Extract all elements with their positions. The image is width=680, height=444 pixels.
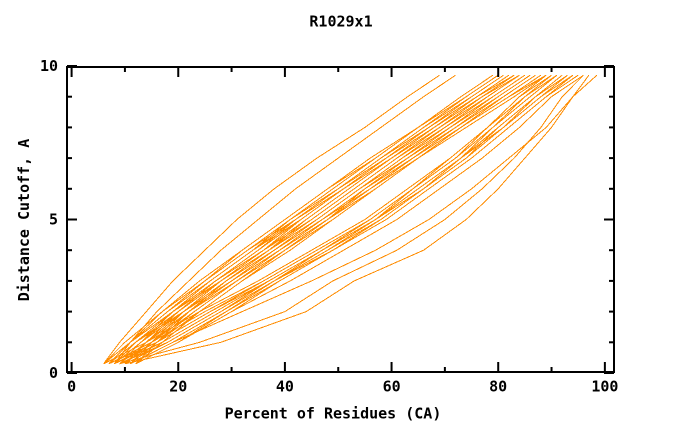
x-axis-label: Percent of Residues (CA) xyxy=(225,405,442,423)
model-curve xyxy=(124,74,590,365)
model-curve xyxy=(103,74,440,365)
model-curve xyxy=(119,74,584,365)
curves-layer xyxy=(103,74,598,365)
x-tick-label: 0 xyxy=(67,378,76,396)
y-tick-label: 5 xyxy=(49,211,58,229)
model-curve xyxy=(108,74,574,365)
x-tick-label: 100 xyxy=(591,378,618,396)
model-curve xyxy=(119,74,563,365)
model-curve xyxy=(113,74,515,365)
model-curve xyxy=(108,74,520,365)
model-curve xyxy=(135,74,584,365)
y-tick-label: 10 xyxy=(40,57,58,75)
x-tick-label: 40 xyxy=(276,378,294,396)
model-curve xyxy=(135,74,547,365)
model-curve xyxy=(113,74,456,365)
x-tick-label: 80 xyxy=(489,378,507,396)
model-curve xyxy=(108,74,547,365)
x-tick-label: 20 xyxy=(169,378,187,396)
axes-layer xyxy=(66,65,615,374)
x-tick-label: 60 xyxy=(383,378,401,396)
model-curve xyxy=(108,74,558,365)
model-curve xyxy=(103,74,536,365)
model-curve xyxy=(130,74,598,365)
y-tick-label: 0 xyxy=(49,364,58,382)
chart-title: R1029x1 xyxy=(309,13,372,31)
y-axis-label: Distance Cutoff, A xyxy=(15,139,33,302)
tick-labels-layer: 0 20 40 60 80 100 0 5 10 xyxy=(40,57,619,396)
model-curve xyxy=(119,74,579,365)
model-curve xyxy=(119,74,547,365)
model-curve xyxy=(103,74,515,365)
model-curve xyxy=(124,74,568,365)
model-curve xyxy=(130,74,574,365)
model-curve xyxy=(103,74,552,365)
